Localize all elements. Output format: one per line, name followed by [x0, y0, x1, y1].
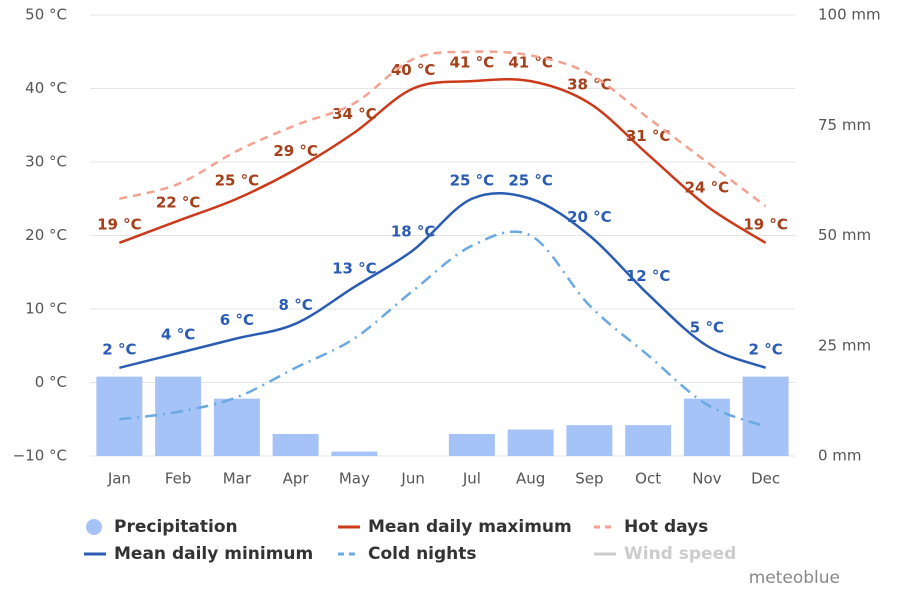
precip-bar: [566, 425, 613, 456]
data-label: 2 °C: [749, 340, 783, 358]
legend-label: Mean daily maximum: [368, 517, 572, 537]
y2-tick-label: 100 mm: [818, 6, 881, 24]
data-label: 22 °C: [156, 193, 201, 211]
data-label: 2 °C: [102, 340, 136, 358]
data-label: 41 °C: [508, 54, 553, 72]
legend-label: Wind speed: [624, 544, 736, 564]
x-tick-label: Feb: [165, 470, 192, 488]
data-label: 12 °C: [626, 267, 671, 285]
data-label: 19 °C: [743, 215, 788, 233]
legend-label: Mean daily minimum: [114, 544, 313, 564]
data-label: 31 °C: [626, 127, 671, 145]
y-tick-label: 50 °C: [25, 6, 67, 24]
data-label: 20 °C: [567, 208, 612, 226]
legend-label: Precipitation: [114, 517, 238, 537]
precip-bar: [683, 398, 730, 456]
precip-bar: [213, 398, 260, 456]
precip-bar: [331, 451, 378, 456]
data-label: 38 °C: [567, 76, 612, 94]
precip-bar: [742, 376, 789, 456]
y-tick-label: 0 °C: [35, 373, 67, 391]
data-label: 25 °C: [450, 171, 495, 189]
precip-bar: [625, 425, 672, 456]
data-label: 41 °C: [450, 54, 495, 72]
series-line: [119, 230, 767, 428]
x-tick-label: Sep: [575, 470, 603, 488]
x-tick-label: May: [339, 470, 370, 488]
y-tick-label: 10 °C: [25, 300, 67, 318]
data-label: 4 °C: [161, 326, 195, 344]
data-label: 6 °C: [220, 311, 254, 329]
precip-bar: [155, 376, 202, 456]
x-tick-label: Jul: [462, 470, 481, 488]
legend-symbol: [86, 519, 102, 535]
series-line: [119, 191, 767, 370]
data-label: 34 °C: [332, 105, 377, 123]
data-label: 25 °C: [508, 171, 553, 189]
data-label: 8 °C: [279, 296, 313, 314]
x-tick-label: Nov: [692, 470, 721, 488]
x-tick-label: Apr: [283, 470, 310, 488]
y2-tick-label: 0 mm: [818, 447, 862, 465]
x-tick-label: Jan: [107, 470, 131, 488]
x-tick-label: Mar: [223, 470, 252, 488]
data-label: 13 °C: [332, 259, 377, 277]
data-label: 5 °C: [690, 318, 724, 336]
y2-tick-label: 75 mm: [818, 116, 871, 134]
data-label: 24 °C: [685, 179, 730, 197]
x-tick-label: Dec: [751, 470, 780, 488]
precip-bar: [507, 429, 554, 456]
y-tick-label: 30 °C: [25, 153, 67, 171]
series-line: [118, 77, 767, 245]
x-tick-label: Aug: [516, 470, 545, 488]
data-label: 29 °C: [273, 142, 318, 160]
x-tick-label: Oct: [635, 470, 661, 488]
y-tick-label: 20 °C: [25, 226, 67, 244]
y2-tick-label: 25 mm: [818, 336, 871, 354]
data-label: 18 °C: [391, 223, 436, 241]
y2-tick-label: 50 mm: [818, 226, 871, 244]
precip-bar: [272, 433, 319, 456]
precip-bar: [96, 376, 143, 456]
y-tick-label: −10 °C: [13, 447, 67, 465]
data-label: 25 °C: [215, 171, 260, 189]
data-label: 19 °C: [97, 215, 142, 233]
x-tick-label: Jun: [400, 470, 424, 488]
credit: meteoblue: [749, 568, 840, 588]
legend-label: Hot days: [624, 517, 708, 537]
precip-bar: [448, 433, 495, 456]
y-tick-label: 40 °C: [25, 79, 67, 97]
legend-label: Cold nights: [368, 544, 477, 564]
